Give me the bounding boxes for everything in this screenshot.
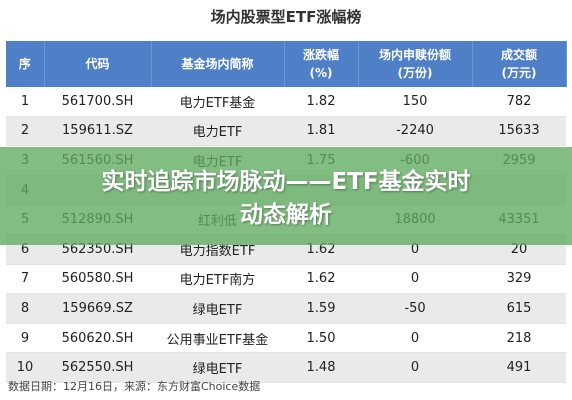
cell-name: 绿电ETF (151, 293, 284, 324)
cell-change: 1.81 (284, 116, 358, 147)
cell-index: 9 (6, 323, 44, 354)
cell-name: 电力ETF南方 (151, 264, 284, 295)
cell-turnover: 491 (472, 352, 566, 383)
cell-shares: 0 (358, 352, 472, 383)
table-title: 场内股票型ETF涨幅榜 (210, 8, 362, 26)
cell-code: 561700.SH (44, 87, 151, 117)
table-row: 8 159669.SZ 绿电ETF 1.59 -50 615 (6, 293, 566, 324)
cell-name: 公用事业ETF基金 (151, 323, 284, 354)
cell-index: 2 (6, 116, 44, 147)
source-note: 数据日期：12月16日，来源：东方财富Choice数据 (8, 380, 261, 393)
header-shares: 场内申赎份额 (万份) (358, 41, 473, 87)
cell-shares: 150 (358, 87, 472, 117)
table-header-row: 序 代码 基金场内简称 涨跌幅 (%) 场内申赎份额 (万份) 成交额 (万元) (6, 41, 567, 87)
header-turnover: 成交额 (万元) (472, 41, 567, 87)
table-row: 10 562550.SH 绿电ETF 1.48 0 491 (6, 352, 566, 383)
cell-change: 1.62 (284, 264, 358, 295)
cell-change: 1.59 (284, 293, 358, 324)
table-row: 9 560620.SH 公用事业ETF基金 1.50 0 218 (6, 323, 566, 354)
cell-shares: 0 (358, 264, 472, 295)
cell-turnover: 329 (472, 264, 566, 295)
cell-name: 电力ETF基金 (151, 87, 284, 117)
overlay-banner (0, 147, 572, 245)
cell-index: 7 (6, 264, 44, 295)
cell-turnover: 218 (472, 323, 566, 354)
cell-turnover: 615 (472, 293, 566, 324)
table-row: 2 159611.SZ 电力ETF 1.81 -2240 15633 (6, 116, 566, 147)
overlay-title: 实时追踪市场脉动——ETF基金实时 动态解析 (0, 166, 572, 232)
cell-change: 1.82 (284, 87, 358, 117)
cell-shares: -2240 (358, 116, 472, 147)
cell-name: 电力ETF (151, 116, 284, 147)
cell-code: 159611.SZ (44, 116, 151, 147)
cell-change: 1.50 (284, 323, 358, 354)
cell-shares: -50 (358, 293, 472, 324)
table-row: 1 561700.SH 电力ETF基金 1.82 150 782 (6, 87, 566, 117)
header-change: 涨跌幅 (%) (284, 41, 359, 87)
cell-code: 562550.SH (44, 352, 151, 383)
cell-turnover: 782 (472, 87, 566, 117)
cell-name: 绿电ETF (151, 352, 284, 383)
cell-change: 1.48 (284, 352, 358, 383)
cell-code: 560580.SH (44, 264, 151, 295)
cell-index: 10 (6, 352, 44, 383)
cell-turnover: 15633 (472, 116, 566, 147)
header-name: 基金场内简称 (151, 41, 285, 87)
cell-code: 560620.SH (44, 323, 151, 354)
cell-index: 1 (6, 87, 44, 117)
table-row: 7 560580.SH 电力ETF南方 1.62 0 329 (6, 264, 566, 295)
header-index: 序 (6, 41, 45, 87)
header-code: 代码 (44, 41, 152, 87)
overlay-title-text: 实时追踪市场脉动——ETF基金实时 动态解析 (101, 169, 471, 228)
cell-shares: 0 (358, 323, 472, 354)
cell-index: 8 (6, 293, 44, 324)
cell-code: 159669.SZ (44, 293, 151, 324)
